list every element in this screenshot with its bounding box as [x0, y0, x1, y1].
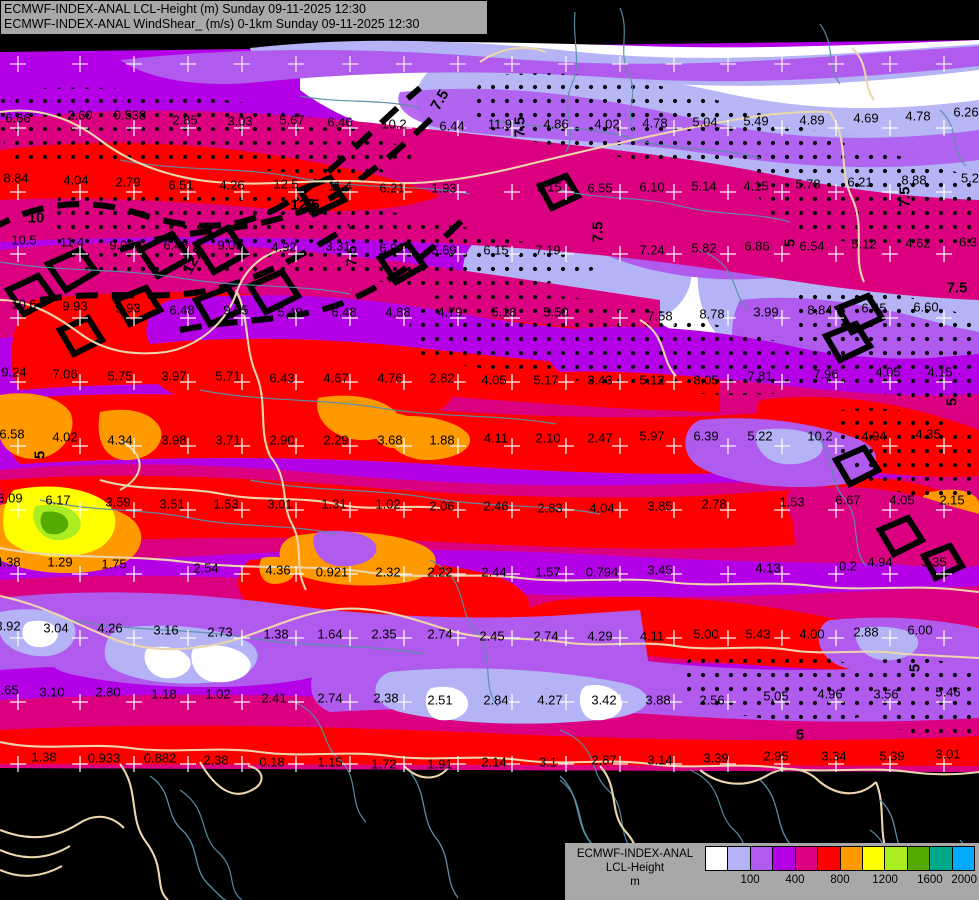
legend-tick-2000: 2000 [951, 874, 977, 886]
legend-tick-labels: 100 400 800 1200 1600 2000 [705, 872, 977, 892]
legend-color-bar[interactable] [705, 846, 975, 871]
legend-swatch-4[interactable] [795, 847, 819, 870]
legend-tick-1600: 1600 [917, 874, 943, 886]
legend-caption: ECMWF-INDEX-ANAL LCL-Height m [565, 843, 705, 889]
legend-swatch-5[interactable] [818, 847, 841, 870]
title-box: ECMWF-INDEX-ANAL LCL-Height (m) Sunday 0… [0, 0, 488, 35]
legend-swatch-10[interactable] [930, 847, 953, 870]
legend-tick-1200: 1200 [872, 874, 898, 886]
title-line-lcl: ECMWF-INDEX-ANAL LCL-Height (m) Sunday 0… [4, 2, 366, 16]
legend-swatch-2[interactable] [750, 847, 774, 870]
color-scale-legend[interactable]: ECMWF-INDEX-ANAL LCL-Height m 100 400 800 1… [565, 843, 979, 900]
legend-swatch-8[interactable] [885, 847, 908, 870]
legend-swatch-7[interactable] [862, 847, 886, 870]
legend-parameter: LCL-Height [605, 862, 665, 874]
legend-swatch-3[interactable] [773, 847, 796, 870]
legend-tick-800: 800 [830, 874, 850, 886]
title-line-windshear: ECMWF-INDEX-ANAL WindShear_ (m/s) 0-1km … [4, 17, 420, 31]
legend-swatch-1[interactable] [728, 847, 751, 870]
legend-unit: m [630, 876, 640, 888]
legend-swatch-11[interactable] [952, 847, 975, 870]
legend-tick-100: 100 [740, 874, 760, 886]
legend-swatch-9[interactable] [907, 847, 931, 870]
legend-model-name: ECMWF-INDEX-ANAL [576, 848, 694, 860]
legend-tick-400: 400 [785, 874, 805, 886]
legend-swatch-0[interactable] [706, 847, 729, 870]
legend-scale: 100 400 800 1200 1600 2000 [705, 843, 977, 892]
legend-swatch-6[interactable] [840, 847, 863, 870]
